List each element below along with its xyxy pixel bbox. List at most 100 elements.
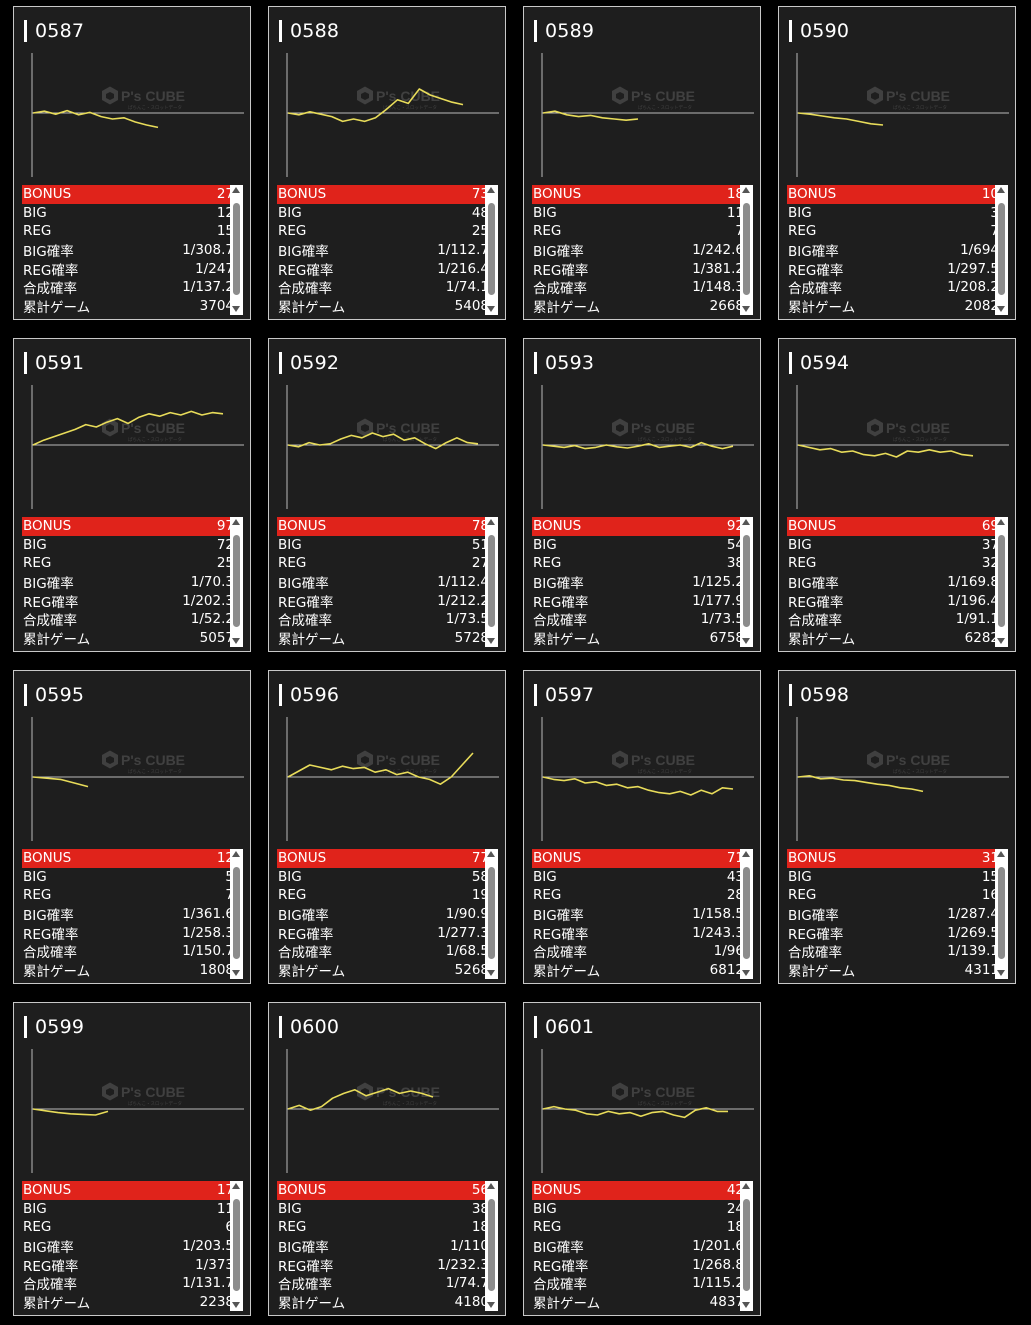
stats-scrollbar[interactable]	[485, 185, 498, 315]
stats-scrollbar[interactable]	[740, 517, 753, 647]
scroll-thumb[interactable]	[233, 203, 240, 295]
scroll-up-arrow-icon[interactable]	[997, 187, 1005, 193]
machine-card[interactable]: 0587 P's CUBE ぱちんこ・スロットデータ BONUS 27 BIG 12 REG 1…	[13, 6, 251, 320]
big-row: BIG 54	[532, 536, 746, 555]
scroll-down-arrow-icon[interactable]	[232, 1302, 240, 1308]
card-title: 0597	[534, 683, 594, 707]
stat-label: REG確率	[23, 1258, 79, 1275]
scroll-thumb[interactable]	[998, 867, 1005, 959]
scroll-up-arrow-icon[interactable]	[742, 851, 750, 857]
reg-row: REG 32	[787, 554, 1001, 573]
payout-series-line	[797, 112, 884, 126]
reg-row: REG 25	[277, 222, 491, 241]
stats-scrollbar[interactable]	[995, 849, 1008, 979]
stats-scrollbar[interactable]	[995, 517, 1008, 647]
scroll-thumb[interactable]	[233, 535, 240, 627]
scroll-down-arrow-icon[interactable]	[232, 306, 240, 312]
scroll-up-arrow-icon[interactable]	[742, 187, 750, 193]
stat-value: 1/243.3	[692, 924, 744, 941]
stat-label: BIG	[23, 536, 47, 553]
machine-card[interactable]: 0598 P's CUBE ぱちんこ・スロットデータ BONUS 31 BIG 15 REG 1…	[778, 670, 1016, 984]
scroll-down-arrow-icon[interactable]	[487, 638, 495, 644]
scroll-down-arrow-icon[interactable]	[742, 306, 750, 312]
stats-scrollbar[interactable]	[995, 185, 1008, 315]
machine-card[interactable]: 0601 P's CUBE ぱちんこ・スロットデータ BONUS 42 BIG 24 REG 1…	[523, 1002, 761, 1316]
stats-scrollbar[interactable]	[740, 849, 753, 979]
machine-card[interactable]: 0588 P's CUBE ぱちんこ・スロットデータ BONUS 73 BIG 48 REG 2…	[268, 6, 506, 320]
scroll-down-arrow-icon[interactable]	[232, 638, 240, 644]
scroll-up-arrow-icon[interactable]	[742, 1183, 750, 1189]
machine-card[interactable]: 0593 P's CUBE ぱちんこ・スロットデータ BONUS 92 BIG 54 REG 3…	[523, 338, 761, 652]
total-games-row: 累計ゲーム 2238	[22, 1293, 236, 1312]
stat-label: 累計ゲーム	[533, 963, 601, 980]
stat-label: BIG	[533, 536, 557, 553]
stats-scrollbar[interactable]	[485, 517, 498, 647]
stats-scrollbar[interactable]	[230, 1181, 243, 1311]
stats-scrollbar[interactable]	[485, 1181, 498, 1311]
machine-card[interactable]: 0596 P's CUBE ぱちんこ・スロットデータ BONUS 77 BIG 58 REG 1…	[268, 670, 506, 984]
machine-card[interactable]: 0594 P's CUBE ぱちんこ・スロットデータ BONUS 69 BIG 37 REG 3…	[778, 338, 1016, 652]
scroll-down-arrow-icon[interactable]	[487, 970, 495, 976]
stats-scrollbar[interactable]	[740, 1181, 753, 1311]
stats-table: BONUS 42 BIG 24 REG 18 BIG確率 1/201.6 REG確率 1/268.…	[532, 1181, 746, 1312]
scroll-up-arrow-icon[interactable]	[232, 187, 240, 193]
scroll-down-arrow-icon[interactable]	[742, 638, 750, 644]
stat-value: 31	[981, 850, 999, 867]
scroll-up-arrow-icon[interactable]	[487, 1183, 495, 1189]
stats-scrollbar[interactable]	[230, 185, 243, 315]
cube-icon	[612, 1082, 628, 1101]
scroll-thumb[interactable]	[998, 535, 1005, 627]
card-title: 0593	[534, 351, 594, 375]
scroll-down-arrow-icon[interactable]	[487, 1302, 495, 1308]
machine-card[interactable]: 0597 P's CUBE ぱちんこ・スロットデータ BONUS 71 BIG 43 REG 2…	[523, 670, 761, 984]
scroll-thumb[interactable]	[488, 203, 495, 295]
scroll-thumb[interactable]	[488, 535, 495, 627]
scroll-up-arrow-icon[interactable]	[742, 519, 750, 525]
scroll-down-arrow-icon[interactable]	[997, 970, 1005, 976]
scroll-thumb[interactable]	[233, 867, 240, 959]
scroll-down-arrow-icon[interactable]	[997, 306, 1005, 312]
scroll-up-arrow-icon[interactable]	[232, 851, 240, 857]
big-prob-row: BIG確率 1/112.4	[277, 573, 491, 592]
machine-card[interactable]: 0592 P's CUBE ぱちんこ・スロットデータ BONUS 78 BIG 51 REG 2…	[268, 338, 506, 652]
reg-row: REG 18	[277, 1218, 491, 1237]
scroll-thumb[interactable]	[998, 203, 1005, 295]
scroll-down-arrow-icon[interactable]	[232, 970, 240, 976]
scroll-up-arrow-icon[interactable]	[997, 519, 1005, 525]
scroll-down-arrow-icon[interactable]	[487, 306, 495, 312]
total-games-row: 累計ゲーム 5728	[277, 629, 491, 648]
scroll-thumb[interactable]	[743, 867, 750, 959]
scroll-up-arrow-icon[interactable]	[487, 187, 495, 193]
scroll-down-arrow-icon[interactable]	[742, 1302, 750, 1308]
scroll-thumb[interactable]	[743, 1199, 750, 1291]
stat-label: BIG	[533, 1200, 557, 1217]
big-prob-row: BIG確率 1/90.9	[277, 905, 491, 924]
machine-number: 0601	[545, 1016, 595, 1038]
scroll-up-arrow-icon[interactable]	[487, 851, 495, 857]
scroll-down-arrow-icon[interactable]	[997, 638, 1005, 644]
scroll-up-arrow-icon[interactable]	[487, 519, 495, 525]
stat-label: BIG確率	[278, 1240, 329, 1257]
scroll-thumb[interactable]	[743, 203, 750, 295]
stat-value: 1/52.2	[190, 611, 234, 628]
scroll-up-arrow-icon[interactable]	[232, 519, 240, 525]
scroll-thumb[interactable]	[233, 1199, 240, 1291]
stats-scrollbar[interactable]	[740, 185, 753, 315]
scroll-up-arrow-icon[interactable]	[997, 851, 1005, 857]
scroll-down-arrow-icon[interactable]	[742, 970, 750, 976]
total-games-row: 累計ゲーム 4837	[532, 1293, 746, 1312]
scroll-thumb[interactable]	[488, 1199, 495, 1291]
machine-card[interactable]: 0600 P's CUBE ぱちんこ・スロットデータ BONUS 56 BIG 38 REG 1…	[268, 1002, 506, 1316]
total-games-row: 累計ゲーム 2668	[532, 297, 746, 316]
scroll-thumb[interactable]	[488, 867, 495, 959]
stats-scrollbar[interactable]	[230, 517, 243, 647]
stats-scrollbar[interactable]	[485, 849, 498, 979]
scroll-thumb[interactable]	[743, 535, 750, 627]
stats-scrollbar[interactable]	[230, 849, 243, 979]
machine-card[interactable]: 0591 P's CUBE ぱちんこ・スロットデータ BONUS 97 BIG 72 REG 2…	[13, 338, 251, 652]
scroll-up-arrow-icon[interactable]	[232, 1183, 240, 1189]
